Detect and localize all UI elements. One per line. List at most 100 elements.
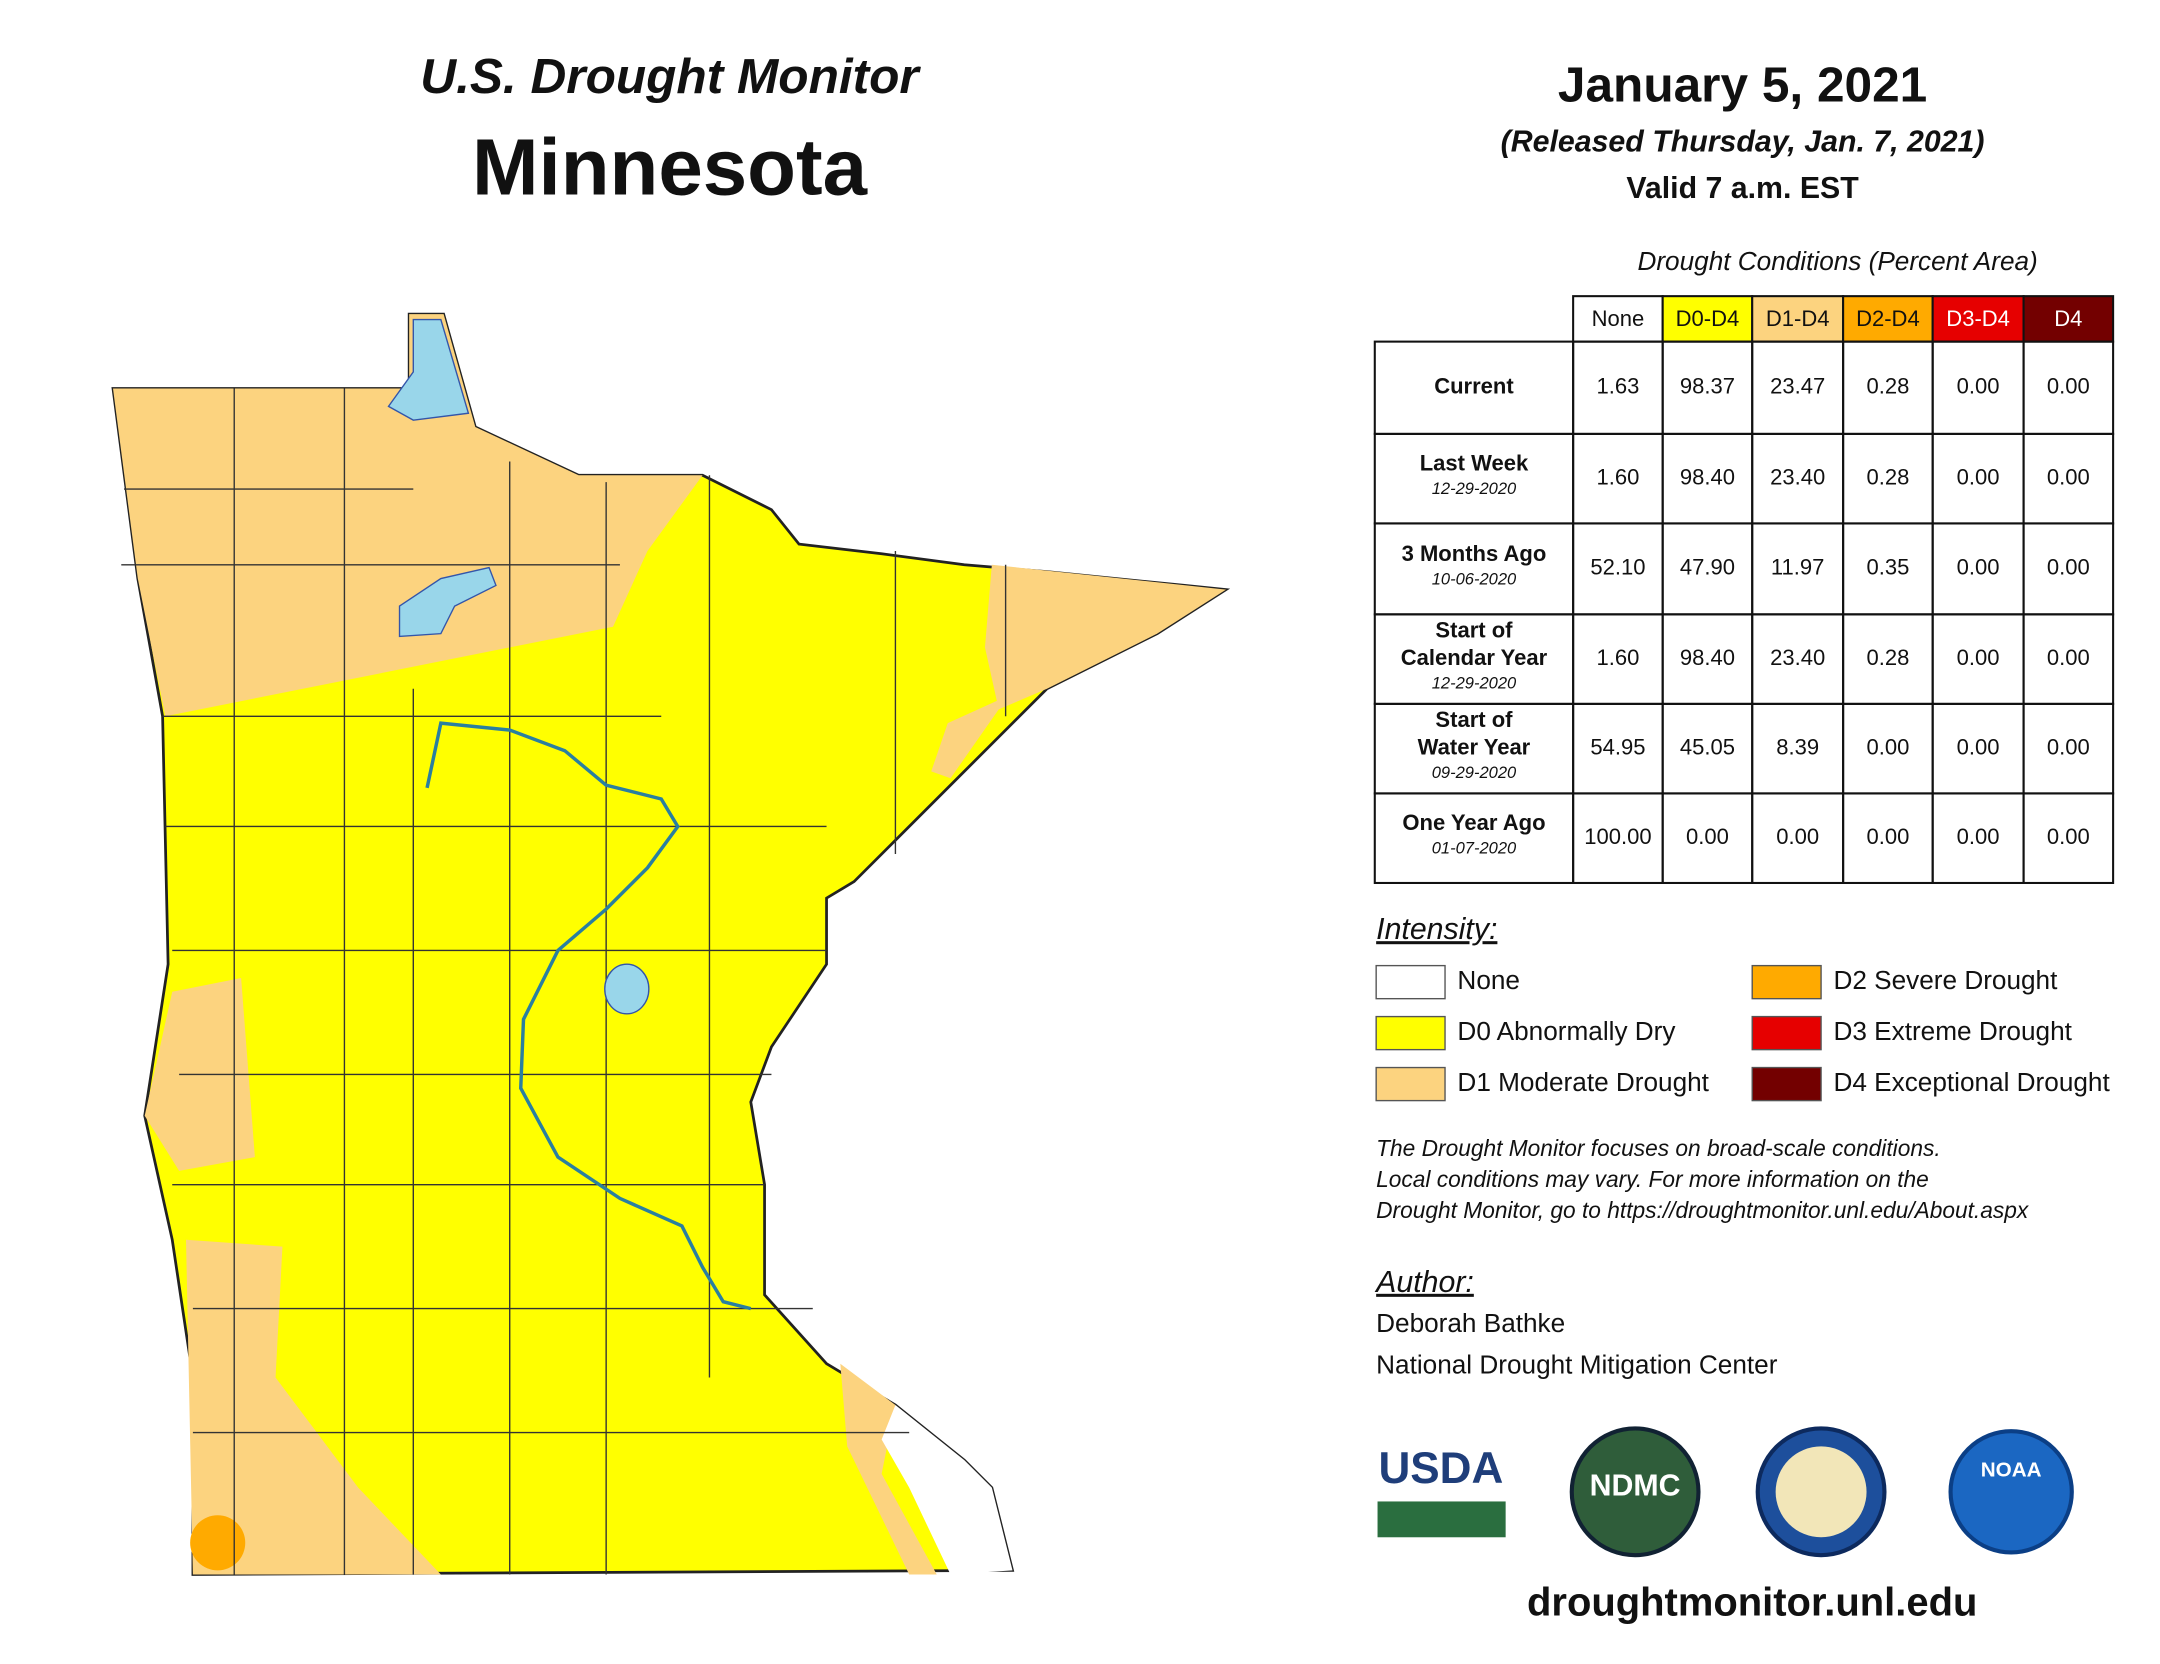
column-header: D0-D4 <box>1676 306 1740 331</box>
logo-text: NDMC <box>1590 1470 1681 1503</box>
note-line: The Drought Monitor focuses on broad-sca… <box>1376 1135 1941 1161</box>
date: January 5, 2021 <box>1558 56 1927 112</box>
release-date: (Released Thursday, Jan. 7, 2021) <box>1501 125 1985 158</box>
value: 0.00 <box>1776 824 1819 849</box>
legend-swatch <box>1375 1015 1446 1051</box>
row-label: Water Year <box>1418 734 1531 759</box>
value: 100.00 <box>1584 824 1651 849</box>
valid-time: Valid 7 a.m. EST <box>1626 172 1859 205</box>
value: 98.40 <box>1680 464 1735 489</box>
d1-region <box>840 1363 937 1575</box>
commerce-seal-inner <box>1775 1446 1867 1538</box>
value: 23.40 <box>1770 464 1825 489</box>
row-label: 3 Months Ago <box>1402 541 1547 566</box>
conditions-table: None D0-D4 D1-D4 D2-D4 D3-D4 D4 Current 1.63 98.… <box>1373 295 2115 884</box>
row-label: Start of <box>1435 617 1513 642</box>
value: 0.00 <box>2047 374 2090 399</box>
value: 8.39 <box>1776 734 1819 759</box>
d1-region <box>984 564 1227 710</box>
author-line: National Drought Mitigation Center <box>1376 1349 1778 1379</box>
legend-swatch <box>1751 1015 1822 1051</box>
value: 0.00 <box>1957 824 2000 849</box>
value: 54.95 <box>1590 734 1645 759</box>
author: Author: Deborah Bathke National Drought Mi… <box>1374 1266 1778 1380</box>
value: 0.00 <box>2047 464 2090 489</box>
url: droughtmonitor.unl.edu <box>1527 1580 1977 1624</box>
legend-swatch <box>1751 964 1822 1000</box>
value: 23.40 <box>1770 645 1825 670</box>
value: 0.00 <box>1957 374 2000 399</box>
value: 23.47 <box>1770 374 1825 399</box>
noaa-logo <box>1948 1429 2074 1555</box>
title: U.S. Drought Monitor <box>420 48 921 104</box>
lakes <box>387 318 650 1015</box>
d1-region <box>931 695 1009 779</box>
value: 1.63 <box>1596 374 1639 399</box>
column-header: D4 <box>2054 306 2082 331</box>
value: 52.10 <box>1590 555 1645 580</box>
value: 47.90 <box>1680 555 1735 580</box>
note-line: Local conditions may vary. For more info… <box>1376 1166 1929 1192</box>
value: 0.00 <box>1957 734 2000 759</box>
row-date: 12-29-2020 <box>1432 673 1517 692</box>
value: 0.00 <box>1957 555 2000 580</box>
legend-label: D3 Extreme Drought <box>1833 1016 2072 1046</box>
value: 0.00 <box>1866 734 1909 759</box>
state-name: Minnesota <box>472 123 868 212</box>
column-header: D2-D4 <box>1856 306 1920 331</box>
legend-swatch <box>1375 1066 1446 1102</box>
county-lines <box>121 388 1007 1575</box>
row-label: Calendar Year <box>1401 645 1548 670</box>
value: 1.60 <box>1596 464 1639 489</box>
row-date: 01-07-2020 <box>1432 839 1517 858</box>
column-header-cell <box>1751 295 1845 343</box>
logo-text: NOAA <box>1981 1459 2042 1482</box>
author-title: Author: <box>1374 1266 1474 1299</box>
value: 0.00 <box>2047 824 2090 849</box>
river <box>425 721 752 1311</box>
value: 0.00 <box>1686 824 1729 849</box>
value: 0.00 <box>1957 645 2000 670</box>
row-label: One Year Ago <box>1402 810 1545 835</box>
table-caption: Drought Conditions (Percent Area) <box>1637 246 2037 276</box>
legend-label: D2 Severe Drought <box>1833 965 2058 995</box>
logos: USDA NDMC NOAA <box>1377 1426 2074 1558</box>
d2-region <box>190 1515 246 1571</box>
value: 98.37 <box>1680 374 1735 399</box>
legend-label: None <box>1457 965 1520 995</box>
column-header-cell <box>1661 295 1754 343</box>
row-date: 09-29-2020 <box>1432 763 1517 782</box>
legend-label: D4 Exceptional Drought <box>1833 1067 2110 1097</box>
author-line: Deborah Bathke <box>1376 1308 1565 1338</box>
ndmc-logo <box>1569 1426 1701 1558</box>
value: 45.05 <box>1680 734 1735 759</box>
value: 0.00 <box>2047 555 2090 580</box>
column-header: D1-D4 <box>1766 306 1830 331</box>
value: 1.60 <box>1596 645 1639 670</box>
legend: Intensity: None D0 Abnormally Dry D1 Modera… <box>1375 913 2110 1102</box>
row-label: Start of <box>1435 707 1513 732</box>
column-header: D3-D4 <box>1946 306 2010 331</box>
usda-bar <box>1377 1501 1506 1538</box>
map <box>111 312 1231 1576</box>
value-cell <box>2022 792 2115 884</box>
note: The Drought Monitor focuses on broad-sca… <box>1376 1135 2030 1223</box>
value: 0.00 <box>1957 464 2000 489</box>
none-region <box>881 1405 1013 1575</box>
note-line: Drought Monitor, go to https://droughtmo… <box>1376 1197 2030 1223</box>
legend-label: D1 Moderate Drought <box>1457 1067 1709 1097</box>
column-header: None <box>1592 306 1645 331</box>
d1-region <box>186 1239 441 1575</box>
legend-label: D0 Abnormally Dry <box>1457 1016 1676 1046</box>
value: 0.00 <box>2047 734 2090 759</box>
row-label: Last Week <box>1420 451 1529 476</box>
value: 0.28 <box>1866 464 1909 489</box>
value: 98.40 <box>1680 645 1735 670</box>
d1-region <box>113 314 703 717</box>
logo-text: USDA <box>1378 1444 1503 1493</box>
value: 11.97 <box>1771 555 1824 580</box>
legend-swatch <box>1375 964 1446 1000</box>
row-label: Current <box>1434 374 1514 399</box>
